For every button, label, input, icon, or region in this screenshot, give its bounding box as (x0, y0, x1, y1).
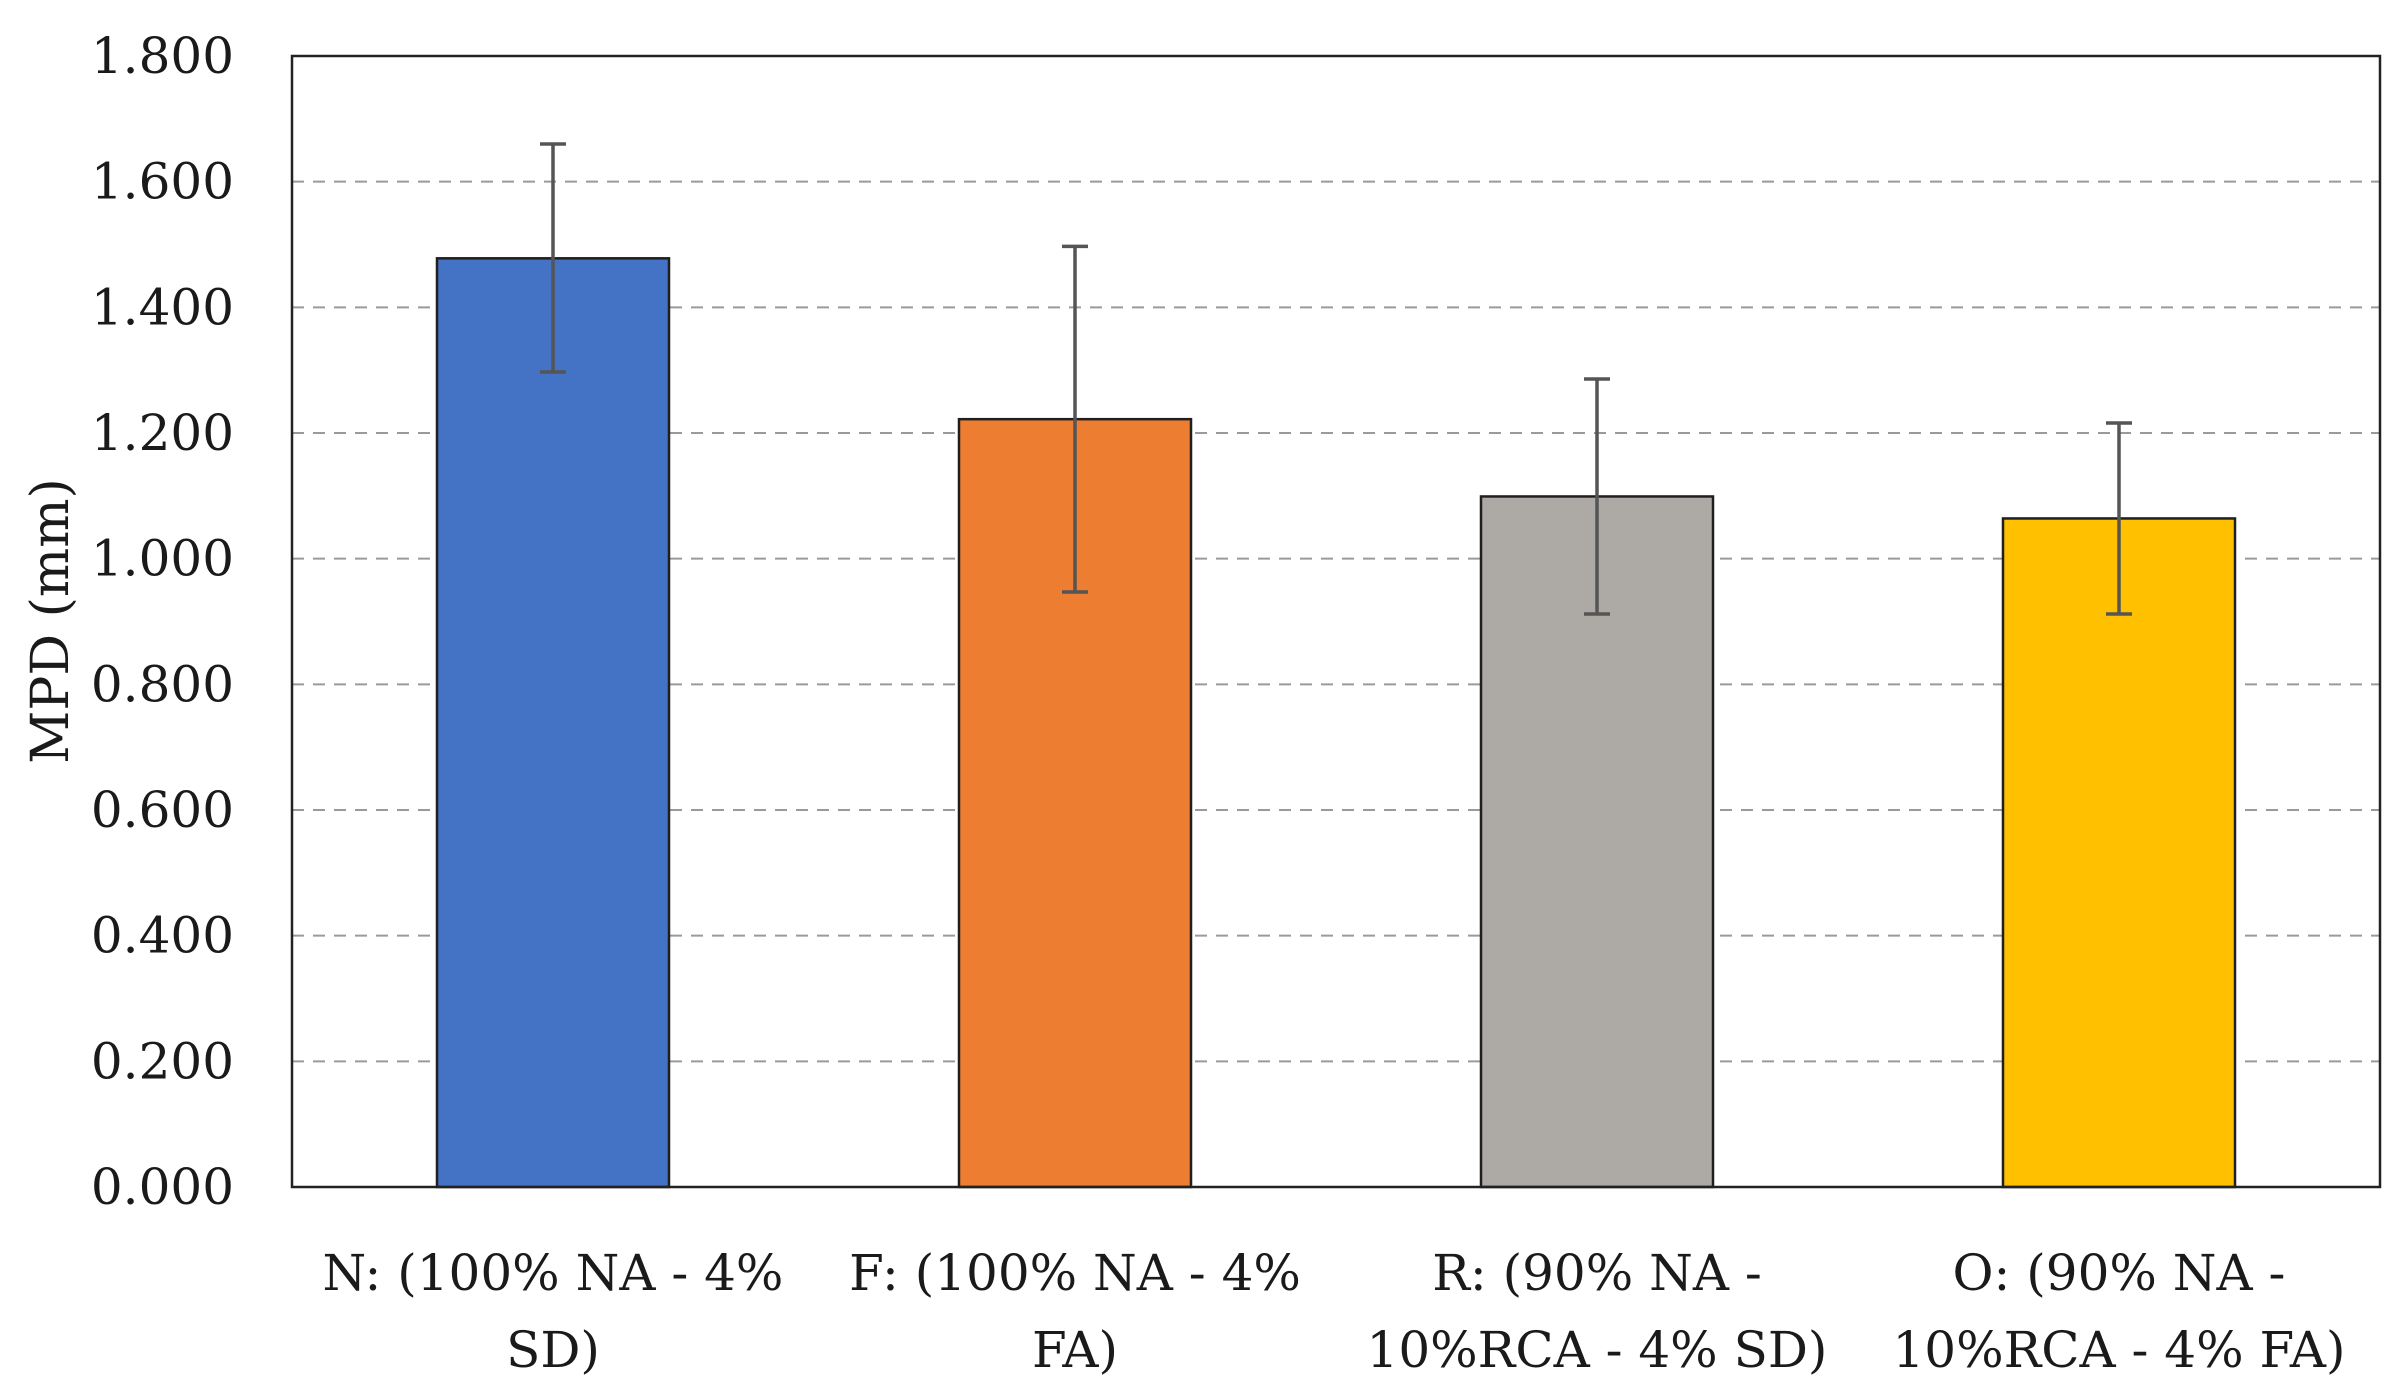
y-tick-label: 0.000 (91, 1158, 234, 1216)
y-axis-title: MPD (mm) (21, 478, 81, 764)
x-category-label-line2: 10%RCA - 4% FA) (1892, 1321, 2345, 1379)
y-tick-label: 1.000 (91, 530, 234, 588)
bars (435, 257, 2237, 1189)
error-bars (540, 142, 2132, 616)
y-tick-label: 0.800 (91, 655, 234, 713)
plot-area-frame (290, 54, 2382, 1189)
x-category-label-line1: N: (100% NA - 4% (323, 1244, 784, 1302)
y-tick-label: 1.400 (91, 278, 234, 336)
x-category-label-line2: SD) (506, 1321, 600, 1379)
x-category-label-line2: 10%RCA - 4% SD) (1367, 1321, 1828, 1379)
y-tick-label: 1.600 (91, 153, 234, 211)
y-tick-label: 0.200 (91, 1032, 234, 1090)
x-category-label-line1: F: (100% NA - 4% (849, 1244, 1301, 1302)
y-tick-label: 0.600 (91, 781, 234, 839)
y-tick-label: 1.800 (91, 27, 234, 85)
y-tick-label: 1.200 (91, 404, 234, 462)
x-category-label-line1: R: (90% NA - (1432, 1244, 1762, 1302)
x-category-label-line2: FA) (1032, 1321, 1118, 1379)
bar (2001, 517, 2237, 1189)
y-tick-label: 0.400 (91, 907, 234, 965)
bar (435, 257, 671, 1189)
x-axis-category-labels: N: (100% NA - 4% SD) F: (100% NA - 4% FA) R:… (323, 1244, 2346, 1379)
x-category-label-line1: O: (90% NA - (1953, 1244, 2286, 1302)
y-axis-tick-labels: 0.000 0.200 0.400 0.600 0.800 1.000 1.200 1.400… (91, 27, 234, 1216)
